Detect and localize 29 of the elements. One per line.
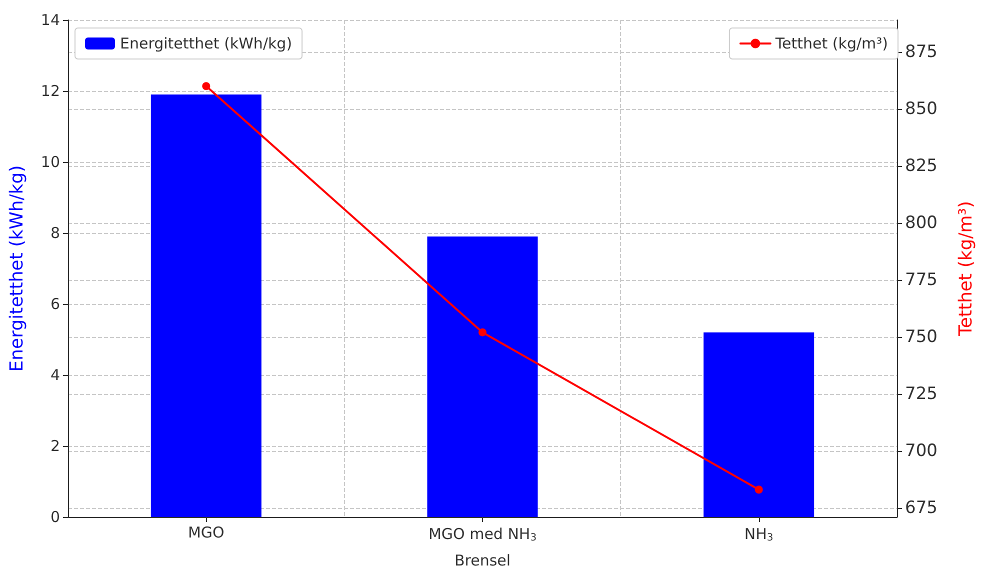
- y2-tick-label: 675: [905, 498, 938, 518]
- bar: [150, 94, 262, 517]
- y2-axis-title: Tetthet (kg/m³): [956, 200, 976, 338]
- y-tick-label: 0: [50, 508, 60, 526]
- y2-tick-label: 800: [905, 212, 938, 233]
- y2-tick-label: 700: [905, 440, 938, 461]
- bar: [704, 332, 814, 517]
- point: [202, 82, 210, 90]
- y-tick-label: 10: [40, 153, 60, 171]
- y-tick-label: 2: [50, 437, 60, 455]
- y2-tick-label: 775: [905, 270, 938, 290]
- y2-tick-label: 850: [905, 98, 938, 119]
- y-tick-label: 6: [50, 295, 60, 313]
- y-tick-label: 14: [40, 11, 60, 29]
- y2-tick-label: 725: [905, 384, 938, 404]
- y2-tick-label: 750: [905, 326, 938, 347]
- legend-label: Energitetthet (kWh/kg): [120, 34, 292, 52]
- bar: [427, 236, 538, 517]
- point: [754, 486, 763, 494]
- x-tick-label: MGO: [188, 524, 224, 542]
- point: [478, 328, 486, 336]
- y-tick-label: 12: [40, 82, 60, 100]
- y2-tick-label: 825: [905, 156, 938, 176]
- y2-tick-label: 875: [905, 42, 938, 62]
- y-tick-label: 4: [50, 366, 60, 384]
- legend-label: Tetthet (kg/m³): [774, 34, 888, 52]
- y-tick-label: 8: [50, 224, 60, 242]
- x-axis-title: Brensel: [454, 552, 511, 570]
- y-axis-title: Energitetthet (kWh/kg): [6, 165, 28, 372]
